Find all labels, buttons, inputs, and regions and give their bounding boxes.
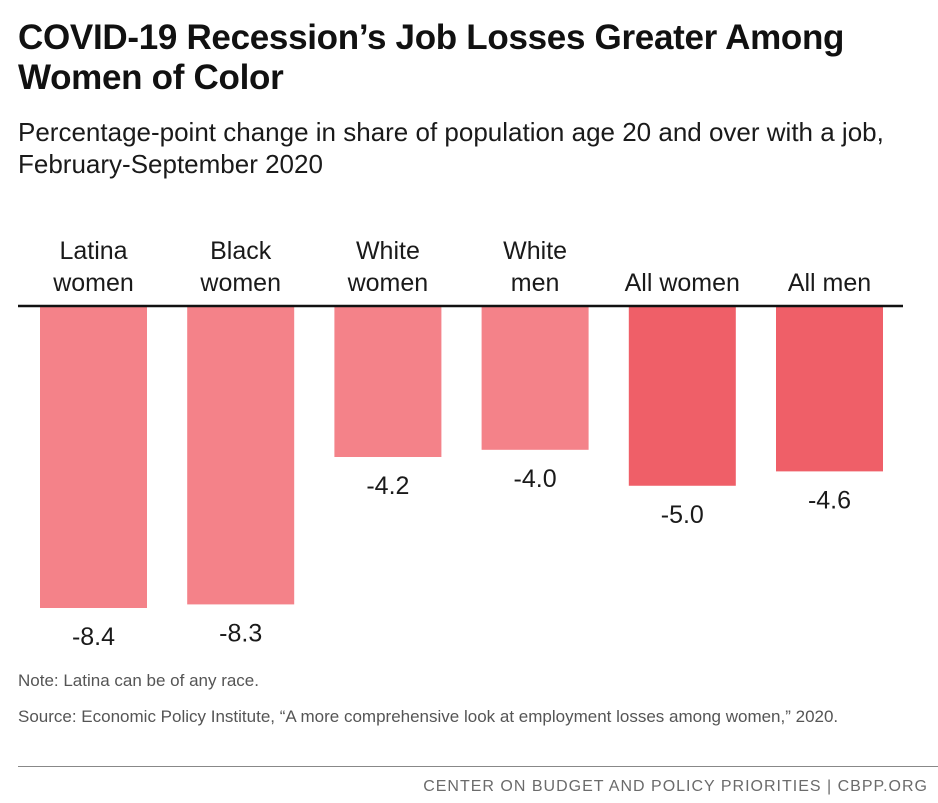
chart-subtitle: Percentage-point change in share of popu… <box>18 117 884 179</box>
footer-credit: CENTER ON BUDGET AND POLICY PRIORITIES |… <box>423 778 928 795</box>
bar-0 <box>40 306 147 608</box>
category-label-2-line-1: women <box>347 269 429 297</box>
category-label-0-line-0: Latina <box>59 237 127 265</box>
value-label-0: -8.4 <box>72 623 115 651</box>
category-label-3-line-1: men <box>511 269 560 297</box>
bar-3 <box>481 306 589 450</box>
category-label-5-line-0: All men <box>788 269 871 297</box>
bar-4 <box>628 306 736 486</box>
footer-divider <box>18 766 938 767</box>
value-label-2: -4.2 <box>366 472 409 500</box>
chart-source: Source: Economic Policy Institute, “A mo… <box>18 707 839 726</box>
value-label-3: -4.0 <box>514 465 557 493</box>
chart-note: Note: Latina can be of any race. <box>18 671 259 690</box>
bar-2 <box>334 306 442 457</box>
bar-1 <box>187 306 295 605</box>
category-label-2-line-0: White <box>356 237 420 265</box>
bar-5 <box>776 306 883 472</box>
category-label-0-line-1: women <box>52 269 134 297</box>
category-label-3-line-0: White <box>503 237 567 265</box>
chart-title: COVID-19 Recession’s Job Losses Greater … <box>18 18 845 97</box>
category-label-1-line-0: Black <box>210 237 272 265</box>
value-label-5: -4.6 <box>808 486 851 514</box>
bar-chart: -8.4 Latina women -8.3 Black women -4.2 White wo… <box>18 237 903 651</box>
category-label-4-line-0: All women <box>625 269 740 297</box>
value-label-4: -5.0 <box>661 501 704 529</box>
value-label-1: -8.3 <box>219 619 262 647</box>
category-label-1-line-1: women <box>199 269 281 297</box>
